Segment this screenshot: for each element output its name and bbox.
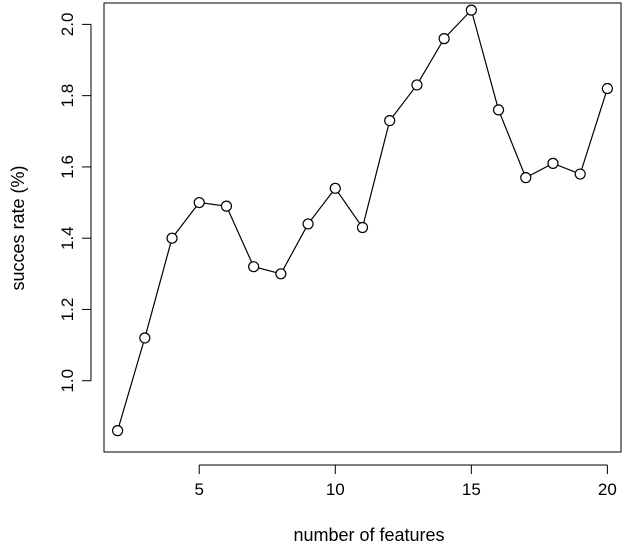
series-layer — [112, 4, 613, 437]
plot-frame — [103, 2, 622, 453]
data-point — [193, 196, 205, 209]
y-tick-label: 1.8 — [58, 84, 77, 108]
y-axis-title: succes rate (%) — [8, 165, 28, 290]
data-point — [302, 218, 314, 230]
series-line — [117, 8, 608, 431]
x-axis-title: number of features — [293, 525, 444, 545]
data-point — [465, 4, 477, 16]
data-point — [356, 221, 369, 234]
data-point — [520, 172, 532, 184]
x-tick-label: 20 — [598, 480, 617, 499]
data-point — [248, 261, 260, 273]
data-point — [275, 268, 287, 280]
data-point — [574, 168, 586, 180]
data-point — [547, 157, 559, 169]
x-axis: 5 10 15 20 — [195, 464, 617, 499]
data-point — [601, 82, 613, 95]
data-point — [112, 425, 124, 437]
data-point — [411, 79, 423, 91]
data-point — [384, 114, 396, 127]
data-point — [166, 232, 178, 244]
y-tick-label: 1.2 — [58, 298, 77, 322]
x-tick-label: 15 — [462, 480, 481, 499]
y-tick-label: 1.4 — [58, 226, 77, 250]
y-tick-label: 1.0 — [58, 369, 77, 393]
data-point — [492, 104, 505, 116]
data-point — [438, 33, 450, 45]
x-tick-label: 5 — [195, 480, 204, 499]
x-tick-label: 10 — [326, 480, 345, 499]
y-tick-label: 2.0 — [58, 13, 77, 37]
data-point — [220, 200, 233, 212]
data-point — [139, 332, 151, 344]
y-axis: 1.0 1.2 1.4 1.6 1.8 2.0 — [58, 13, 92, 393]
y-tick-label: 1.6 — [58, 155, 77, 179]
data-point — [329, 182, 341, 194]
